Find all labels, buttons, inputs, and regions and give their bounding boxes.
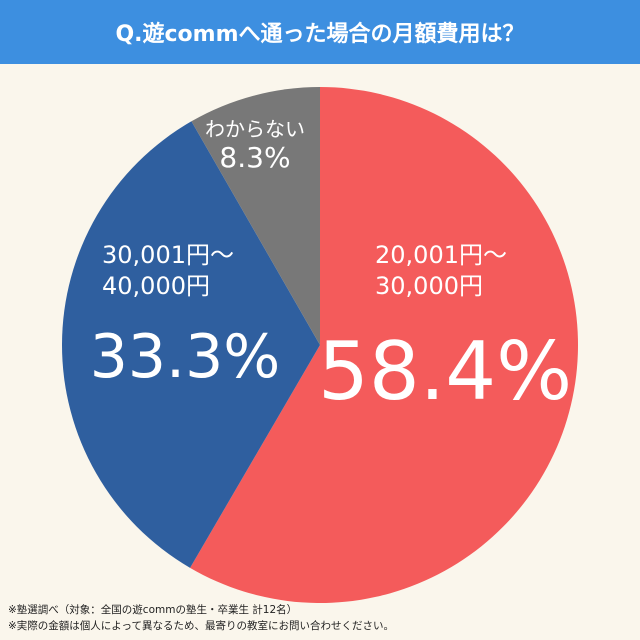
footnote: ※塾選調べ（対象：全国の遊commの塾生・卒業生 計12名） [8,604,298,616]
value-label: 58.4% [318,325,573,418]
pie-slice [61,121,320,568]
value-label: 33.3% [89,322,281,392]
slice-label: 20,001円～ 30,000円 [375,241,507,301]
chart-title: Q.遊commへ通った場合の月額費用は？ [0,0,640,64]
slice-label: 30,001円～ 40,000円 [102,241,234,301]
value-label: 8.3% [219,141,291,174]
pie-slice [190,87,579,603]
footnote: ※実際の金額は個人によって異なるため、最寄りの教室にお問い合わせください。 [8,620,394,632]
slice-label: わからない [205,117,305,141]
pie-slice [191,87,320,345]
